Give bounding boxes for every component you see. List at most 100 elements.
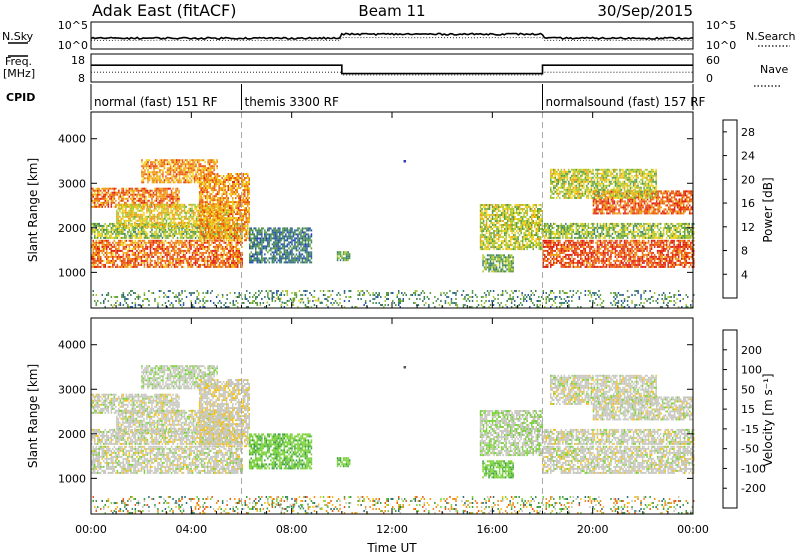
echo-cell bbox=[166, 167, 169, 170]
echo-cell bbox=[193, 243, 195, 246]
echo-cell bbox=[265, 261, 268, 264]
echo-cell bbox=[207, 207, 210, 210]
echo-cell bbox=[195, 219, 198, 222]
echo-cell bbox=[244, 177, 246, 179]
echo-cell bbox=[113, 205, 116, 208]
echo-cell bbox=[161, 255, 164, 258]
echo-cell bbox=[198, 197, 201, 200]
echo-cell bbox=[192, 211, 195, 214]
echo-cell bbox=[276, 251, 278, 254]
echo-cell bbox=[270, 247, 272, 250]
echo-cell bbox=[107, 243, 110, 246]
echo-cell bbox=[131, 215, 133, 218]
echo-cell bbox=[159, 159, 161, 162]
echo-cell bbox=[104, 265, 106, 268]
echo-cell bbox=[184, 167, 187, 170]
echo-cell bbox=[177, 173, 179, 176]
echo-cell bbox=[145, 177, 148, 180]
echo-cell bbox=[492, 256, 495, 259]
echo-cell bbox=[204, 187, 207, 190]
echo-cell bbox=[125, 245, 128, 248]
echo-cell bbox=[143, 239, 146, 242]
echo-cell bbox=[295, 241, 298, 244]
echo-cell bbox=[274, 233, 277, 236]
echo-cell bbox=[152, 217, 154, 220]
echo-cell bbox=[179, 203, 181, 206]
echo-cell bbox=[109, 265, 111, 268]
echo-cell bbox=[144, 203, 147, 206]
echo-cell bbox=[194, 207, 196, 210]
echo-cell bbox=[155, 232, 158, 235]
echo-cell bbox=[127, 255, 129, 258]
echo-cell bbox=[134, 245, 137, 248]
echo-cell bbox=[291, 231, 293, 234]
echo-cell bbox=[134, 232, 137, 235]
echo-cell bbox=[155, 228, 158, 231]
echo-cell bbox=[209, 187, 211, 190]
echo-cell bbox=[242, 175, 244, 177]
echo-cell bbox=[156, 205, 159, 208]
echo-cell bbox=[277, 227, 280, 230]
echo-cell bbox=[182, 215, 184, 218]
echo-cell bbox=[151, 226, 153, 229]
echo-cell bbox=[98, 199, 100, 202]
echo-cell bbox=[149, 189, 152, 192]
echo-cell bbox=[235, 231, 237, 234]
echo-cell bbox=[201, 211, 204, 214]
echo-cell bbox=[219, 183, 222, 186]
echo-cell bbox=[212, 215, 214, 218]
echo-cell bbox=[134, 197, 137, 200]
echo-cell bbox=[198, 231, 201, 234]
echo-cell bbox=[247, 205, 249, 208]
echo-cell bbox=[236, 209, 238, 212]
echo-cell bbox=[177, 209, 180, 212]
echo-cell bbox=[131, 247, 134, 250]
echo-cell bbox=[201, 193, 204, 196]
echo-cell bbox=[208, 247, 210, 250]
echo-cell bbox=[210, 235, 213, 238]
echo-cell bbox=[200, 223, 202, 226]
echo-cell bbox=[119, 232, 122, 235]
echo-cell bbox=[245, 221, 247, 224]
echo-cell bbox=[131, 234, 134, 237]
echo-cell bbox=[294, 241, 296, 244]
echo-cell bbox=[151, 232, 153, 235]
echo-cell bbox=[239, 229, 241, 232]
echo-cell bbox=[488, 224, 491, 226]
echo-cell bbox=[203, 221, 205, 224]
echo-cell bbox=[176, 217, 178, 220]
echo-cell bbox=[306, 227, 308, 230]
echo-cell bbox=[161, 215, 163, 218]
echo-cell bbox=[481, 218, 483, 220]
echo-cell bbox=[134, 253, 137, 256]
echo-cell bbox=[491, 266, 493, 269]
echo-cell bbox=[186, 175, 188, 178]
echo-cell bbox=[216, 161, 218, 164]
echo-cell bbox=[217, 239, 219, 242]
echo-cell bbox=[103, 253, 105, 256]
echo-cell bbox=[118, 255, 120, 258]
echo-cell bbox=[232, 219, 234, 222]
echo-cell bbox=[219, 219, 222, 222]
echo-cell bbox=[225, 233, 228, 236]
echo-cell bbox=[230, 195, 232, 198]
echo-cell bbox=[182, 255, 185, 258]
echo-cell bbox=[211, 251, 213, 254]
echo-cell bbox=[106, 245, 108, 248]
echo-cell bbox=[191, 225, 193, 228]
echo-cell bbox=[236, 175, 238, 177]
echo-cell bbox=[124, 232, 126, 235]
echo-cell bbox=[229, 257, 231, 260]
echo-cell bbox=[157, 245, 159, 248]
echo-cell bbox=[232, 215, 234, 218]
echo-cell bbox=[166, 169, 169, 172]
echo-cell bbox=[175, 259, 177, 262]
echo-cell bbox=[147, 169, 149, 172]
echo-cell bbox=[117, 221, 120, 224]
echo-cell bbox=[155, 253, 158, 256]
echo-cell bbox=[261, 261, 263, 264]
echo-cell bbox=[280, 239, 283, 242]
echo-cell bbox=[170, 255, 173, 258]
echo-cell bbox=[205, 169, 208, 172]
echo-cell bbox=[216, 211, 219, 214]
